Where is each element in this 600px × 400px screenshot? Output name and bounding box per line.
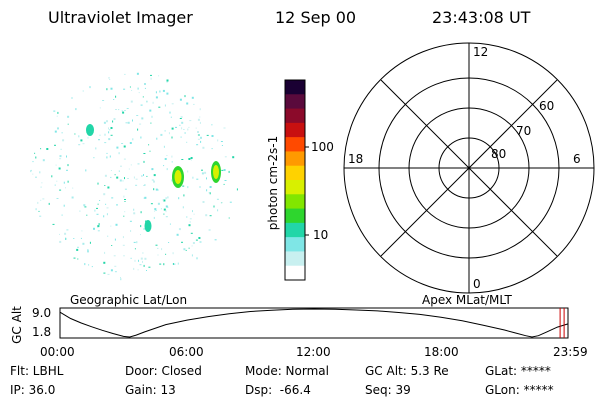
colorbar <box>284 79 309 281</box>
colorbar-tick-label: 10 <box>313 228 329 242</box>
instrument-title: Ultraviolet Imager <box>48 8 193 27</box>
x-tick-label: 06:00 <box>169 345 204 359</box>
uv-faint-spot <box>86 124 152 232</box>
observation-date: 12 Sep 00 <box>275 8 357 27</box>
filter-info: Flt: LBHL <box>10 364 64 378</box>
gc-alt-info: GC Alt: 5.3 Re <box>365 364 449 378</box>
colorbar-band <box>285 80 305 95</box>
x-tick-label: 12:00 <box>296 345 331 359</box>
dsp-info: Dsp: -66.4 <box>245 383 311 397</box>
apex-label: Apex MLat/MLT <box>422 293 512 307</box>
colorbar-unit-label: photon cm-2s-1 <box>266 135 280 231</box>
colorbar-band <box>285 137 305 152</box>
y-tick-label: 1.8 <box>32 325 52 339</box>
colorbar-tick-label: 100 <box>311 140 334 154</box>
glon-info: GLon: ***** <box>485 383 554 397</box>
uv-emission-speckles <box>30 72 238 281</box>
mlt-label-6: 6 <box>573 152 581 166</box>
colorbar-band <box>285 94 305 110</box>
gain-info: Gain: 13 <box>125 383 176 397</box>
mlt-label-0: 0 <box>473 277 481 291</box>
colorbar-band <box>285 108 305 124</box>
x-tick-label: 23:59 <box>553 345 588 359</box>
lat-label-70: 70 <box>516 124 531 138</box>
colorbar-band <box>285 122 305 138</box>
colorbar-band <box>285 251 305 267</box>
mlt-diagonal <box>380 79 558 257</box>
colorbar-band <box>285 194 305 210</box>
polar-mlt-plot: 12 6 0 18 60 70 80 <box>343 42 595 294</box>
mlt-label-18: 18 <box>348 152 363 166</box>
colorbar-band <box>285 222 305 238</box>
colorbar-band <box>285 151 305 167</box>
colorbar-band <box>285 165 305 181</box>
mode-info: Mode: Normal <box>245 364 329 378</box>
uv-bright-spot <box>172 166 184 188</box>
lat-label-60: 60 <box>539 99 554 113</box>
observation-time: 23:43:08 UT <box>432 8 531 27</box>
altitude-curve <box>59 308 568 338</box>
y-tick-label: 9.0 <box>32 306 52 320</box>
colorbar-band <box>285 265 305 281</box>
uv-image-disc <box>30 72 238 281</box>
altitude-timeline <box>59 307 569 339</box>
colorbar-band <box>285 237 305 252</box>
colorbar-band <box>285 180 305 195</box>
door-info: Door: Closed <box>125 364 202 378</box>
glat-info: GLat: ***** <box>485 364 551 378</box>
gc-alt-axis-title: GC Alt <box>9 306 24 344</box>
geographic-label: Geographic Lat/Lon <box>70 293 188 307</box>
x-tick-label: 18:00 <box>424 345 459 359</box>
seq-info: Seq: 39 <box>365 383 411 397</box>
colorbar-band <box>285 208 305 224</box>
lat-label-80: 80 <box>491 147 506 161</box>
ip-info: IP: 36.0 <box>10 383 56 397</box>
uv-bright-spot <box>211 161 221 183</box>
x-tick-label: 00:00 <box>40 345 75 359</box>
mlt-label-12: 12 <box>473 45 488 59</box>
